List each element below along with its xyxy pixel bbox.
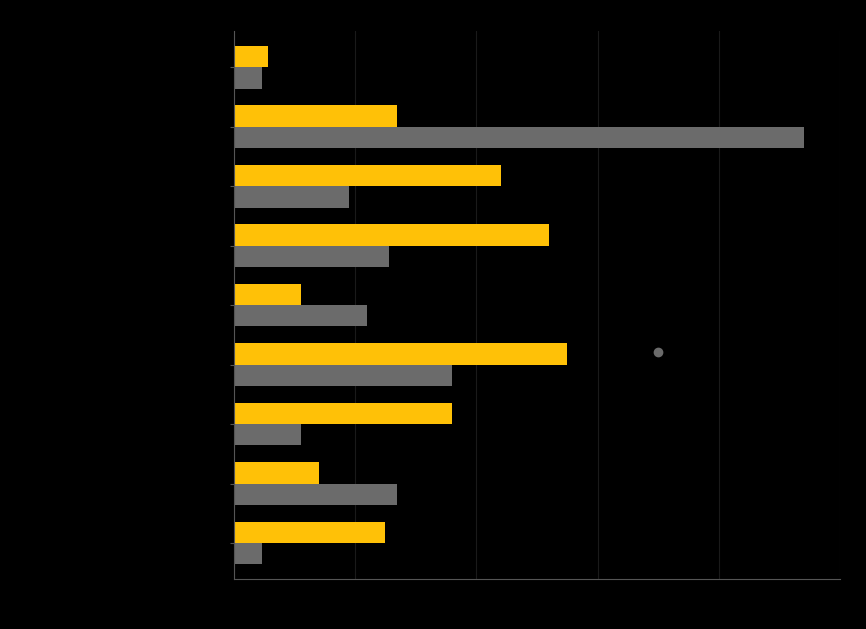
Bar — [234, 305, 367, 326]
Bar — [234, 67, 262, 89]
Bar — [234, 424, 301, 445]
Bar — [234, 186, 349, 208]
Bar — [234, 462, 319, 484]
Bar — [234, 543, 262, 564]
Bar — [234, 224, 549, 245]
Bar — [234, 165, 501, 186]
Bar — [234, 245, 389, 267]
Bar — [234, 484, 397, 505]
Bar — [234, 105, 397, 126]
Bar — [234, 365, 452, 386]
Bar — [234, 126, 804, 148]
Bar — [234, 343, 567, 365]
Bar — [234, 284, 301, 305]
Bar — [234, 521, 385, 543]
Bar — [234, 403, 452, 424]
Bar — [234, 46, 268, 67]
